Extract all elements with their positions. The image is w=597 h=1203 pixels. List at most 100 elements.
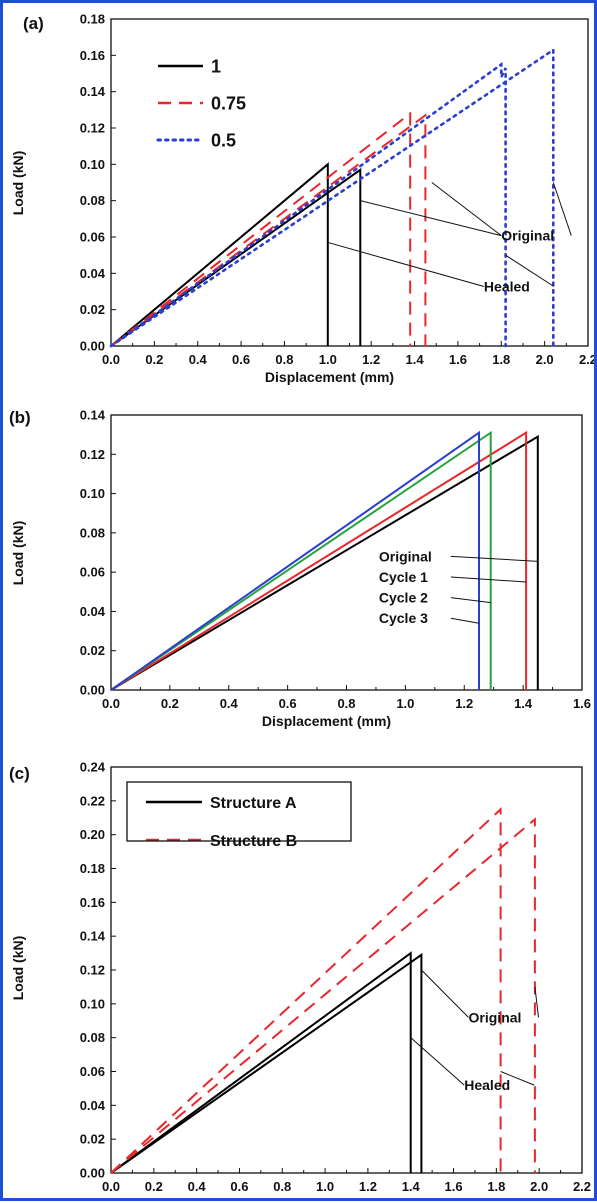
y-axis-title: Load (kN) bbox=[10, 151, 26, 216]
x-tick-label: 1.4 bbox=[402, 1179, 421, 1194]
x-tick-label: 1.6 bbox=[449, 352, 467, 367]
y-tick-label: 0.10 bbox=[80, 996, 105, 1011]
x-tick-label: 1.2 bbox=[359, 1179, 377, 1194]
series-line-structure-a bbox=[110, 952, 423, 1174]
x-tick-label: 0.8 bbox=[337, 696, 355, 711]
x-axis-title: Displacement (mm) bbox=[262, 1196, 391, 1198]
y-tick-label: 0.06 bbox=[80, 565, 105, 580]
annotation-label: Cycle 3 bbox=[379, 610, 428, 626]
y-tick-label: 0.12 bbox=[80, 121, 105, 136]
annotation-label: Healed bbox=[464, 1077, 510, 1093]
x-tick-label: 1.2 bbox=[455, 696, 473, 711]
chart-panel-1: 0.0 0.2 0.4 0.6 0.8 1.0 1.2 1.4 1.6 1.8 2.0 2.2 0.00… bbox=[10, 12, 597, 386]
legend-label: 0.75 bbox=[211, 93, 246, 113]
x-axis-title: Displacement (mm) bbox=[262, 713, 391, 729]
x-tick-label: 2.0 bbox=[536, 352, 554, 367]
x-axis-title: Displacement (mm) bbox=[265, 369, 394, 385]
y-tick-label: 0.08 bbox=[80, 525, 105, 540]
annotation-leader bbox=[534, 986, 540, 1018]
series-line-cycle-2 bbox=[110, 430, 492, 691]
annotation-leader bbox=[450, 555, 538, 562]
y-tick-label: 0.18 bbox=[80, 861, 105, 876]
series-line-1 bbox=[110, 167, 362, 347]
x-tick-label: 1.8 bbox=[492, 352, 510, 367]
y-tick-label: 0.20 bbox=[80, 827, 105, 842]
annotation-leader bbox=[327, 241, 485, 287]
x-tick-label: 1.4 bbox=[514, 696, 533, 711]
y-axis-title: Load (kN) bbox=[10, 521, 26, 586]
series-line-structure-a bbox=[110, 951, 412, 1174]
chart-panel-3: 0.0 0.2 0.4 0.6 0.8 1.0 1.2 1.4 1.6 1.8 2.0 2.2 0.00… bbox=[9, 760, 591, 1203]
x-tick-label: 1.2 bbox=[362, 352, 380, 367]
legend-label: 1 bbox=[211, 56, 221, 76]
series-line-0-5 bbox=[109, 47, 555, 348]
x-tick-label: 0.6 bbox=[230, 1179, 248, 1194]
x-tick-label: 2.2 bbox=[573, 1179, 591, 1194]
x-tick-label: 1.8 bbox=[487, 1179, 505, 1194]
x-tick-label: 1.0 bbox=[396, 696, 414, 711]
series-line-cycle-3 bbox=[110, 430, 480, 691]
y-tick-label: 0.08 bbox=[80, 193, 105, 208]
legend-label: Structure A bbox=[210, 795, 297, 812]
y-tick-label: 0.22 bbox=[80, 793, 105, 808]
plot-frame bbox=[110, 18, 589, 347]
x-tick-label: 0.2 bbox=[161, 696, 179, 711]
annotation-leader bbox=[410, 1037, 465, 1086]
x-tick-label: 0.4 bbox=[220, 696, 239, 711]
y-tick-label: 0.12 bbox=[80, 963, 105, 978]
series-line-0-75 bbox=[110, 111, 412, 347]
x-tick-label: 0.4 bbox=[189, 352, 208, 367]
y-tick-label: 0.24 bbox=[80, 760, 106, 775]
legend-label: 0.5 bbox=[211, 130, 236, 150]
x-tick-label: 0.8 bbox=[275, 352, 293, 367]
y-tick-label: 0.06 bbox=[80, 1064, 105, 1079]
y-tick-label: 0.04 bbox=[80, 266, 106, 281]
x-tick-label: 0.8 bbox=[273, 1179, 291, 1194]
series-line-cycle-1 bbox=[110, 430, 528, 691]
x-tick-label: 1.4 bbox=[406, 352, 425, 367]
annotation-leader bbox=[450, 597, 491, 604]
y-tick-label: 0.18 bbox=[80, 12, 105, 27]
y-tick-label: 0.00 bbox=[80, 339, 105, 354]
y-axis-title: Load (kN) bbox=[10, 936, 26, 1001]
x-tick-label: 0.2 bbox=[145, 1179, 163, 1194]
annotation-leader bbox=[450, 576, 527, 583]
panel-label: (c) bbox=[9, 764, 30, 783]
series-line-0-75 bbox=[110, 113, 427, 347]
y-tick-label: 0.16 bbox=[80, 48, 105, 63]
y-tick-label: 0.14 bbox=[80, 84, 106, 99]
y-tick-label: 0.02 bbox=[80, 1132, 105, 1147]
legend-box bbox=[126, 781, 352, 842]
x-tick-label: 0.6 bbox=[232, 352, 250, 367]
annotation-leader bbox=[500, 1071, 535, 1086]
annotation-leader bbox=[431, 182, 502, 237]
y-tick-label: 0.04 bbox=[80, 604, 106, 619]
series-line-structure-b bbox=[110, 817, 536, 1174]
series-line-original bbox=[110, 434, 539, 691]
annotation-leader bbox=[505, 254, 555, 287]
x-tick-label: 2.0 bbox=[530, 1179, 548, 1194]
x-tick-label: 2.2 bbox=[579, 352, 594, 367]
annotation-label: Cycle 2 bbox=[379, 590, 428, 606]
y-tick-label: 0.04 bbox=[80, 1098, 106, 1113]
y-tick-label: 0.14 bbox=[80, 929, 106, 944]
annotation-label: Original bbox=[469, 1009, 522, 1025]
y-tick-label: 0.02 bbox=[80, 302, 105, 317]
annotation-leader bbox=[552, 182, 572, 236]
x-tick-label: 1.0 bbox=[316, 1179, 334, 1194]
y-tick-label: 0.06 bbox=[80, 230, 105, 245]
annotation-label: Cycle 1 bbox=[379, 569, 428, 585]
y-tick-label: 0.14 bbox=[80, 408, 106, 423]
y-tick-label: 0.00 bbox=[80, 683, 105, 698]
series-line-0-5 bbox=[109, 61, 507, 348]
x-tick-label: 0.0 bbox=[102, 1179, 120, 1194]
y-tick-label: 0.16 bbox=[80, 895, 105, 910]
panel-label: (a) bbox=[23, 14, 44, 33]
annotation-leader bbox=[450, 617, 480, 624]
y-tick-label: 0.00 bbox=[80, 1166, 105, 1181]
x-tick-label: 0.0 bbox=[102, 696, 120, 711]
y-tick-label: 0.02 bbox=[80, 643, 105, 658]
x-tick-label: 0.6 bbox=[279, 696, 297, 711]
x-tick-label: 0.0 bbox=[102, 352, 120, 367]
